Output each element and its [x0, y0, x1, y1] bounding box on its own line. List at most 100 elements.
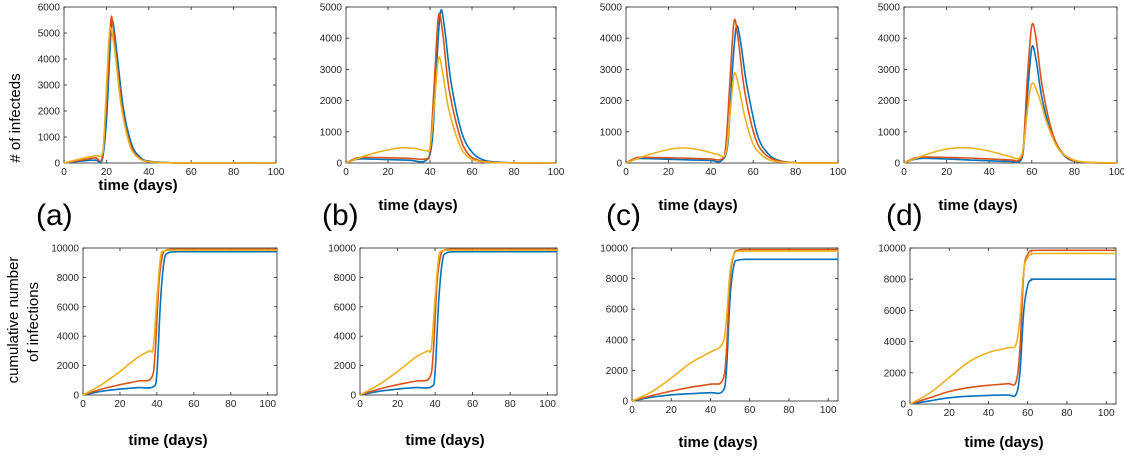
series-line-red — [625, 18, 839, 164]
y-tick-label: 4000 — [600, 34, 623, 45]
x-tick-label: 100 — [268, 167, 285, 178]
y-tick-label: 0 — [336, 159, 342, 170]
y-tick-label: 5000 — [320, 3, 343, 14]
x-axis-label: time (days) — [938, 197, 1017, 214]
x-tick-label: 100 — [259, 399, 276, 410]
chart-6: 0 20 40 60 80 100 0 2000 4000 6000 8000 10000 time (… — [600, 244, 839, 451]
series-line-blue — [359, 250, 557, 396]
y-tick-label: 6000 — [38, 3, 61, 14]
y-tick-label: 3000 — [600, 65, 623, 76]
x-tick-label: 20 — [101, 167, 113, 178]
panels-layer: 0 20 40 60 80 1000100020003000400050006000tim… — [38, 3, 1124, 452]
series-line-orange — [345, 56, 557, 164]
x-axis-label: time (days) — [658, 197, 737, 214]
x-tick-label: 40 — [984, 167, 996, 178]
panel-label-b: (b) — [322, 199, 359, 232]
y-tick-label: 2000 — [884, 368, 907, 379]
x-tick-label: 60 — [467, 399, 479, 410]
series-line-blue — [631, 258, 838, 402]
x-tick-label: 40 — [705, 167, 717, 178]
chart-5: 0 20 40 60 80 100 0 2000 4000 6000 8000 10000 time (… — [328, 244, 558, 449]
y-tick-label: 0 — [900, 400, 906, 411]
x-axis-label: time (days) — [98, 177, 177, 194]
y-tick-label: 5000 — [38, 29, 61, 40]
series-line-blue — [909, 278, 1117, 405]
y-tick-label: 2000 — [38, 107, 61, 118]
x-tick-label: 0 — [80, 399, 86, 410]
y-tick-label: 4000 — [878, 34, 901, 45]
plot-frame — [359, 247, 558, 396]
x-tick-label: 80 — [1061, 408, 1073, 419]
series-line-blue — [625, 24, 839, 164]
series-line-orange — [903, 82, 1118, 164]
x-tick-label: 20 — [114, 399, 126, 410]
y-tick-label: 0 — [622, 397, 628, 408]
y-tick-label: 1000 — [878, 127, 901, 138]
x-tick-label: 80 — [505, 399, 517, 410]
plot-frame — [82, 247, 278, 396]
y-tick-label: 8000 — [334, 273, 357, 284]
y-tick-label: 3000 — [878, 65, 901, 76]
x-tick-label: 20 — [663, 167, 675, 178]
x-tick-label: 20 — [382, 167, 394, 178]
series-line-blue — [345, 9, 557, 164]
y-tick-label: 5000 — [600, 3, 623, 14]
y-tick-label: 5000 — [878, 3, 901, 14]
y-tick-label: 8000 — [57, 273, 80, 284]
x-tick-label: 40 — [705, 405, 717, 416]
y-tick-label: 4000 — [334, 332, 357, 343]
x-tick-label: 0 — [357, 399, 363, 410]
chart-0: 0 20 40 60 80 1000100020003000400050006000tim… — [38, 3, 285, 195]
y-tick-label: 2000 — [606, 366, 629, 377]
y-tick-label: 0 — [73, 391, 79, 402]
y-tick-label: 6000 — [606, 305, 629, 316]
ylabel-bottom-line1: cumulative number — [5, 257, 22, 384]
x-tick-label: 0 — [629, 405, 635, 416]
panel-label-d: (d) — [886, 199, 923, 232]
x-tick-label: 0 — [623, 167, 629, 178]
x-axis-label: time (days) — [128, 432, 207, 449]
y-tick-label: 0 — [894, 159, 900, 170]
series-line-red — [909, 249, 1117, 405]
y-tick-label: 0 — [616, 159, 622, 170]
series-line-orange — [63, 26, 277, 164]
x-tick-label: 20 — [666, 405, 678, 416]
y-tick-label: 10000 — [328, 244, 356, 255]
y-tick-label: 1000 — [600, 127, 623, 138]
series-line-orange — [359, 249, 557, 396]
x-axis-label: time (days) — [378, 197, 457, 214]
y-tick-label: 2000 — [320, 96, 343, 107]
x-tick-label: 60 — [1026, 167, 1038, 178]
x-tick-label: 60 — [1022, 408, 1034, 419]
x-tick-label: 60 — [466, 167, 478, 178]
x-tick-label: 20 — [392, 399, 404, 410]
y-tick-label: 6000 — [334, 302, 357, 313]
series-line-orange — [909, 252, 1117, 405]
plot-frame — [903, 6, 1118, 164]
x-tick-label: 100 — [539, 399, 556, 410]
panel-label-c: (c) — [606, 199, 641, 232]
plot-frame — [631, 247, 839, 402]
x-tick-label: 100 — [1109, 167, 1124, 178]
chart-7: 0 20 40 60 80 100 0 2000 4000 6000 8000 10000 time (… — [878, 244, 1117, 451]
x-axis-label: time (days) — [678, 434, 757, 451]
x-tick-label: 40 — [151, 399, 163, 410]
y-tick-label: 6000 — [884, 306, 907, 317]
series-line-orange — [625, 71, 839, 164]
x-tick-label: 40 — [424, 167, 436, 178]
y-tick-label: 2000 — [878, 96, 901, 107]
ylabel-bottom-line2: of infections — [25, 282, 42, 362]
x-tick-label: 100 — [548, 167, 565, 178]
y-tick-label: 4000 — [38, 55, 61, 66]
y-tick-label: 1000 — [38, 133, 61, 144]
x-axis-label: time (days) — [964, 434, 1043, 451]
x-tick-label: 0 — [61, 167, 67, 178]
chart-4: 0 20 40 60 80 100 0 2000 4000 6000 8000 10000 time (… — [51, 244, 278, 449]
x-tick-label: 40 — [143, 167, 155, 178]
series-line-orange — [82, 249, 277, 396]
y-tick-label: 10000 — [51, 244, 79, 255]
y-tick-label: 2000 — [334, 361, 357, 372]
y-tick-label: 1000 — [320, 127, 343, 138]
